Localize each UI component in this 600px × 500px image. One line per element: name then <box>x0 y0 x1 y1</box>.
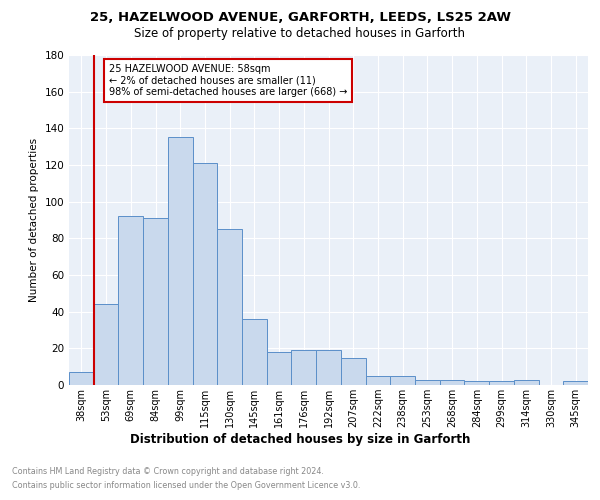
Bar <box>489 382 514 385</box>
Bar <box>341 358 365 385</box>
Bar <box>464 382 489 385</box>
Text: Size of property relative to detached houses in Garforth: Size of property relative to detached ho… <box>134 28 466 40</box>
Text: Distribution of detached houses by size in Garforth: Distribution of detached houses by size … <box>130 432 470 446</box>
Bar <box>94 304 118 385</box>
Bar <box>563 382 588 385</box>
Bar <box>440 380 464 385</box>
Bar <box>242 319 267 385</box>
Bar <box>365 376 390 385</box>
Bar <box>168 138 193 385</box>
Text: Contains HM Land Registry data © Crown copyright and database right 2024.: Contains HM Land Registry data © Crown c… <box>12 468 324 476</box>
Bar <box>316 350 341 385</box>
Bar <box>267 352 292 385</box>
Bar <box>193 163 217 385</box>
Bar <box>415 380 440 385</box>
Bar <box>69 372 94 385</box>
Text: Contains public sector information licensed under the Open Government Licence v3: Contains public sector information licen… <box>12 481 361 490</box>
Bar <box>514 380 539 385</box>
Y-axis label: Number of detached properties: Number of detached properties <box>29 138 39 302</box>
Bar <box>292 350 316 385</box>
Bar <box>217 229 242 385</box>
Text: 25, HAZELWOOD AVENUE, GARFORTH, LEEDS, LS25 2AW: 25, HAZELWOOD AVENUE, GARFORTH, LEEDS, L… <box>89 11 511 24</box>
Bar <box>143 218 168 385</box>
Bar <box>118 216 143 385</box>
Bar <box>390 376 415 385</box>
Text: 25 HAZELWOOD AVENUE: 58sqm
← 2% of detached houses are smaller (11)
98% of semi-: 25 HAZELWOOD AVENUE: 58sqm ← 2% of detac… <box>109 64 347 98</box>
